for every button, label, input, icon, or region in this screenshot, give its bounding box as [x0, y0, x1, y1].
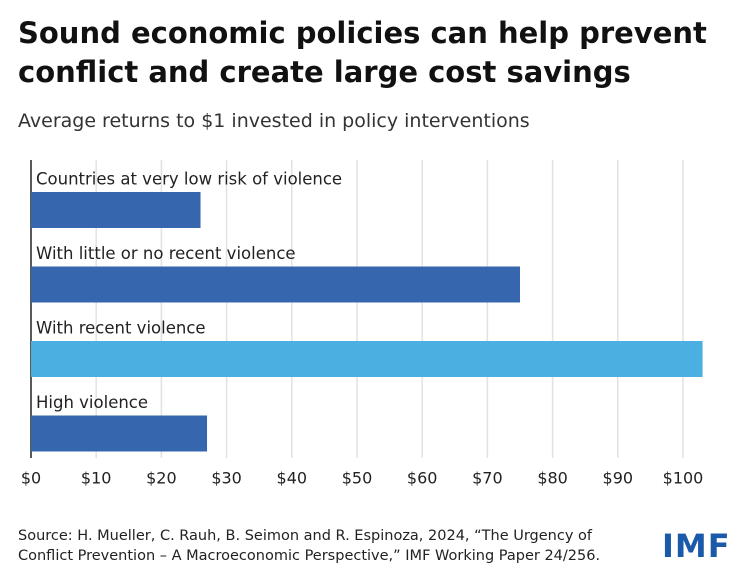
- category-label: High violence: [36, 393, 148, 412]
- x-tick-label: $90: [603, 469, 634, 488]
- bar: [31, 266, 520, 303]
- logo: IMF: [662, 527, 731, 565]
- bar: [31, 192, 201, 228]
- bar: [31, 415, 208, 452]
- x-tick-label: $10: [81, 469, 112, 488]
- category-label: With recent violence: [36, 319, 206, 338]
- chart-title: Sound economic policies can help prevent…: [18, 16, 707, 89]
- source-note: Source: H. Mueller, C. Rauh, B. Seimon a…: [18, 528, 601, 564]
- x-tick-label: $70: [472, 469, 503, 488]
- x-tick-label: $100: [663, 469, 704, 488]
- category-label: With little or no recent violence: [36, 244, 296, 263]
- bar: [31, 341, 703, 377]
- x-tick-label: $40: [277, 469, 308, 488]
- category-label: Countries at very low risk of violence: [36, 170, 342, 189]
- x-tick-label: $50: [342, 469, 373, 488]
- x-tick-label: $60: [407, 469, 438, 488]
- x-tick-label: $80: [537, 469, 568, 488]
- x-tick-label: $20: [146, 469, 177, 488]
- chart-subtitle: Average returns to $1 invested in policy…: [18, 110, 530, 132]
- x-tick-label: $0: [21, 469, 41, 488]
- x-tick-label: $30: [211, 469, 242, 488]
